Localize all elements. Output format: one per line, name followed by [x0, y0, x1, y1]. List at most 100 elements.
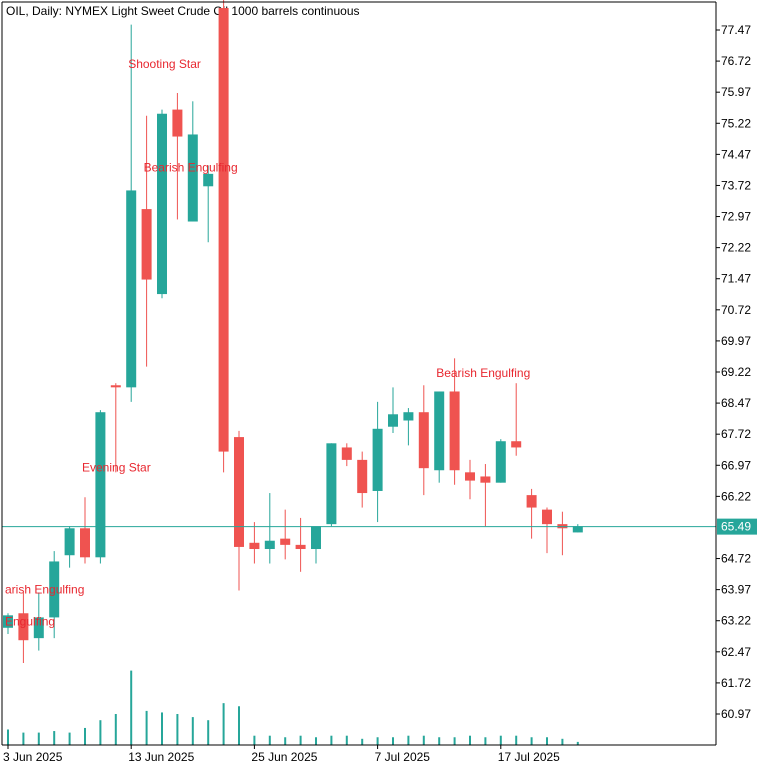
pattern-label: Evening Star — [82, 460, 151, 474]
bearish-candle-body[interactable] — [141, 209, 152, 280]
volume-bar — [530, 737, 533, 745]
volume-bar — [299, 735, 302, 745]
y-tick-label: 76.72 — [721, 54, 751, 68]
volume-bar — [469, 735, 471, 745]
bearish-candle-body[interactable] — [172, 109, 183, 137]
bearish-candle-body[interactable] — [357, 459, 368, 494]
volume-bar — [376, 737, 379, 745]
bearish-candle-body[interactable] — [449, 391, 460, 471]
price-axis: 77.47 76.72 75.97 75.22 74.47 73.72 72.97 72.22… — [716, 23, 751, 721]
bullish-candle-body[interactable] — [264, 540, 275, 550]
volume-bar — [268, 735, 271, 745]
volume-bar — [99, 720, 102, 745]
volume-bar — [561, 738, 564, 745]
volume-bar — [22, 732, 25, 745]
volume-bar — [576, 741, 579, 745]
volume-bar — [546, 737, 548, 745]
bullish-candle-body[interactable] — [403, 412, 414, 421]
volume-bar — [315, 737, 317, 745]
y-tick-label: 63.97 — [721, 583, 751, 597]
bullish-candle-body[interactable] — [126, 190, 137, 388]
time-axis: 3 Jun 2025 13 Jun 2025 25 Jun 2025 7 Jul 20… — [3, 745, 560, 764]
volume-bar — [145, 710, 148, 745]
bearish-candle-body[interactable] — [418, 412, 429, 469]
bullish-candle-body[interactable] — [33, 617, 44, 639]
volume-bar — [37, 732, 40, 745]
volume-bar — [7, 729, 9, 745]
bullish-candle-body[interactable] — [434, 391, 445, 471]
volume-bar — [68, 732, 71, 745]
y-tick-label: 63.22 — [721, 614, 751, 628]
bearish-candle-body[interactable] — [295, 544, 306, 550]
bullish-candle-body[interactable] — [157, 113, 167, 295]
y-tick-label: 64.72 — [721, 552, 751, 566]
y-tick-label: 77.47 — [721, 23, 751, 37]
pattern-label: arish Engulfing — [5, 583, 84, 597]
y-tick-label: 61.72 — [721, 676, 751, 690]
bullish-candle-body[interactable] — [495, 441, 506, 483]
bullish-candle-body[interactable] — [326, 443, 337, 525]
volume-bar — [499, 735, 502, 745]
current-price-line-layer: 65.49 — [2, 518, 757, 535]
y-tick-label: 74.47 — [721, 147, 751, 161]
bearish-candle-body[interactable] — [465, 472, 475, 481]
y-tick-label: 66.22 — [721, 489, 751, 503]
y-tick-label: 60.97 — [721, 707, 751, 721]
volume-bar — [407, 735, 410, 745]
bearish-candle-body[interactable] — [341, 447, 352, 460]
bearish-candle-body[interactable] — [542, 509, 552, 525]
volume-layer — [7, 670, 579, 745]
volume-bar — [484, 737, 487, 745]
x-tick-label: 3 Jun 2025 — [3, 750, 63, 764]
bearish-candle-body[interactable] — [480, 476, 491, 483]
volume-bar — [222, 703, 225, 745]
y-tick-label: 71.47 — [721, 272, 751, 286]
bullish-candle-body[interactable] — [572, 526, 583, 533]
bearish-candle-body[interactable] — [110, 385, 121, 388]
bullish-candle-body[interactable] — [3, 615, 13, 628]
bullish-candle-body[interactable] — [49, 561, 60, 618]
y-tick-label: 62.47 — [721, 645, 751, 659]
y-tick-label: 72.97 — [721, 210, 751, 224]
volume-bar — [453, 737, 456, 745]
pattern-label: Engulfing — [5, 615, 55, 629]
bearish-candle-body[interactable] — [18, 613, 29, 641]
y-tick-label: 69.22 — [721, 365, 751, 379]
volume-bar — [191, 717, 194, 745]
x-tick-label: 17 Jul 2025 — [498, 750, 560, 764]
y-tick-label: 70.72 — [721, 303, 751, 317]
bullish-candle-body[interactable] — [187, 134, 198, 222]
y-tick-label: 67.72 — [721, 427, 751, 441]
volume-bar — [515, 735, 518, 745]
volume-bar — [392, 737, 394, 745]
bearish-candle-body[interactable] — [218, 8, 229, 452]
bullish-candle-body[interactable] — [372, 428, 383, 491]
volume-bar — [330, 735, 333, 745]
pattern-label: Shooting Star — [128, 57, 201, 71]
bearish-candle-body[interactable] — [511, 441, 522, 448]
bearish-candle-body[interactable] — [249, 542, 260, 550]
bullish-candle-body[interactable] — [95, 412, 106, 558]
bullish-candle-body[interactable] — [203, 173, 214, 187]
volume-bar — [438, 737, 441, 745]
candles-layer — [3, 0, 583, 664]
volume-bar — [422, 735, 425, 745]
bearish-candle-body[interactable] — [234, 437, 244, 547]
x-tick-label: 25 Jun 2025 — [251, 750, 317, 764]
bullish-candle-body[interactable] — [311, 526, 321, 550]
bearish-candle-body[interactable] — [280, 538, 291, 545]
pattern-annotations: Shooting Star Bearish Engulfing Bearish En… — [5, 57, 530, 629]
bullish-candle-body[interactable] — [64, 528, 75, 556]
bearish-candle-body[interactable] — [526, 495, 537, 508]
volume-bar — [207, 720, 210, 745]
y-tick-label: 72.22 — [721, 241, 751, 255]
pattern-label: Bearish Engulfing — [436, 366, 530, 380]
bullish-candle-body[interactable] — [388, 414, 398, 427]
volume-bar — [84, 727, 86, 745]
volume-bar — [53, 731, 56, 745]
volume-bar — [253, 735, 256, 745]
bearish-candle-body[interactable] — [80, 528, 90, 558]
